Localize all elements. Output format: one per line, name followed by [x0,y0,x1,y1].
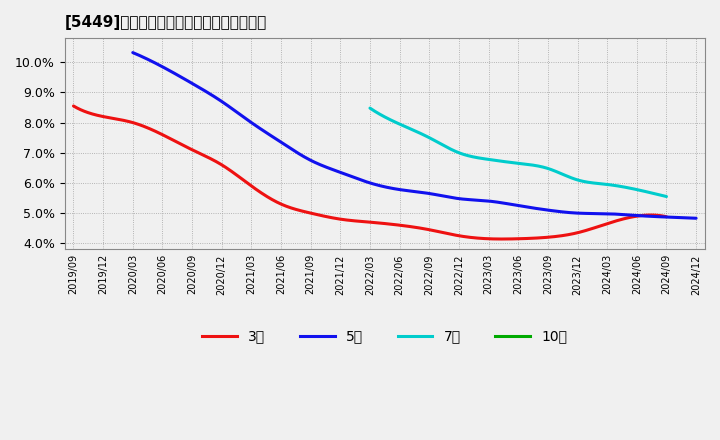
3年 [351,218,359,224]
3年 [354,219,363,224]
5年 [590,211,599,216]
7年 [366,106,374,111]
Text: [5449]　経常利益マージンの平均値の推移: [5449] 経常利益マージンの平均値の推移 [65,15,267,30]
7年 [506,160,515,165]
7年 [542,165,551,171]
3年 [557,233,565,238]
7年 [608,183,617,188]
3年 [422,227,431,232]
5年 [464,197,472,202]
3年 [390,222,399,227]
7年 [655,192,664,198]
7年 [526,162,535,167]
5年 [433,192,442,198]
5年 [396,187,405,192]
3年 [649,213,657,218]
Line: 5年: 5年 [132,53,696,218]
5年 [128,50,137,55]
7年 [662,194,671,199]
3年 [69,103,78,109]
5年 [400,187,408,193]
5年 [678,215,687,220]
5年 [692,216,701,221]
3年 [498,236,507,242]
Line: 7年: 7年 [370,108,667,197]
Line: 3年: 3年 [73,106,667,239]
7年 [508,160,517,165]
Legend: 3年, 5年, 7年, 10年: 3年, 5年, 7年, 10年 [197,324,573,349]
3年 [662,214,671,220]
